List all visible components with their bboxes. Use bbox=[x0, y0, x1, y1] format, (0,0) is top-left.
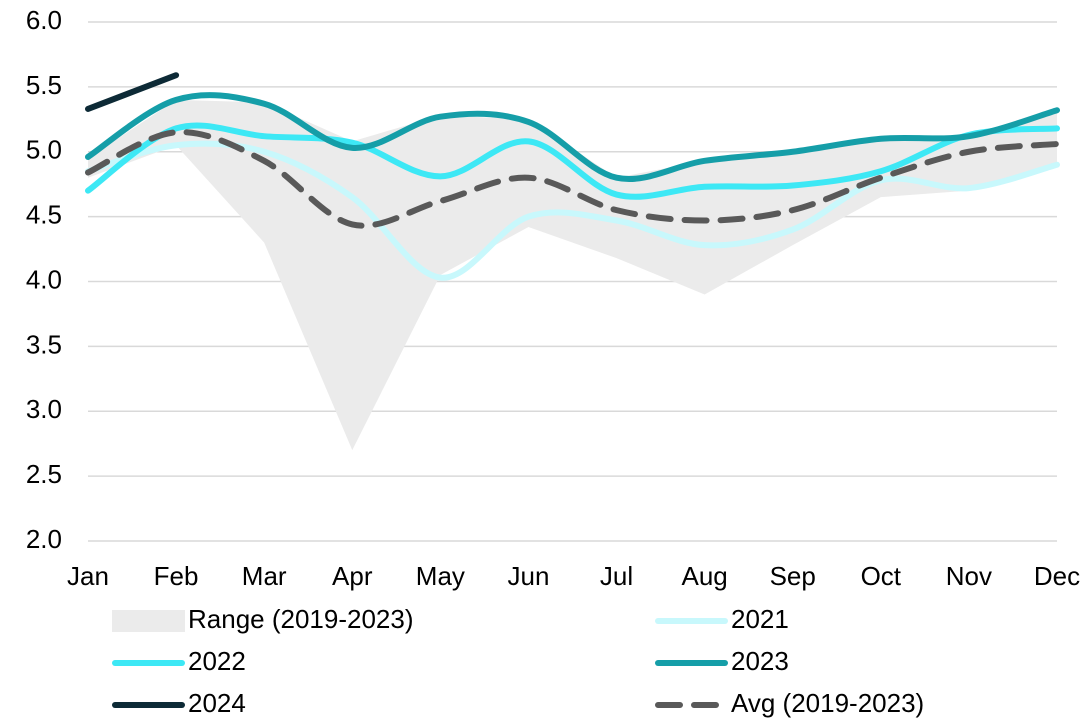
range-area bbox=[88, 99, 1057, 451]
x-tick-label: Apr bbox=[332, 561, 373, 591]
series-line bbox=[85, 129, 1060, 229]
series-line bbox=[85, 92, 1060, 182]
y-tick-label: 2.0 bbox=[26, 524, 62, 554]
y-tick-label: 4.0 bbox=[26, 264, 62, 294]
y-tick-label: 6.0 bbox=[26, 5, 62, 35]
series-line bbox=[85, 72, 180, 112]
x-tick-label: Jan bbox=[67, 561, 109, 591]
x-tick-label: Jun bbox=[507, 561, 549, 591]
y-tick-label: 5.5 bbox=[26, 70, 62, 100]
legend-label: Avg (2019-2023) bbox=[731, 688, 924, 718]
x-tick-label: Oct bbox=[861, 561, 902, 591]
y-tick-label: 3.5 bbox=[26, 329, 62, 359]
y-tick-label: 2.5 bbox=[26, 459, 62, 489]
x-tick-label: Mar bbox=[242, 561, 287, 591]
legend-label: Range (2019-2023) bbox=[188, 604, 414, 634]
legend-swatch bbox=[112, 610, 185, 632]
legend-label: 2021 bbox=[731, 604, 789, 634]
x-tick-label: Feb bbox=[154, 561, 199, 591]
x-tick-label: Dec bbox=[1034, 561, 1080, 591]
x-tick-label: Sep bbox=[770, 561, 816, 591]
series-line bbox=[85, 122, 1060, 200]
y-tick-label: 4.5 bbox=[26, 200, 62, 230]
x-tick-label: Aug bbox=[682, 561, 728, 591]
legend-label: 2024 bbox=[188, 688, 246, 718]
y-tick-label: 5.0 bbox=[26, 135, 62, 165]
legend-label: 2022 bbox=[188, 646, 246, 676]
x-tick-label: Jul bbox=[600, 561, 633, 591]
x-tick-label: Nov bbox=[946, 561, 992, 591]
x-tick-label: May bbox=[416, 561, 465, 591]
y-tick-label: 3.0 bbox=[26, 394, 62, 424]
legend-label: 2023 bbox=[731, 646, 789, 676]
